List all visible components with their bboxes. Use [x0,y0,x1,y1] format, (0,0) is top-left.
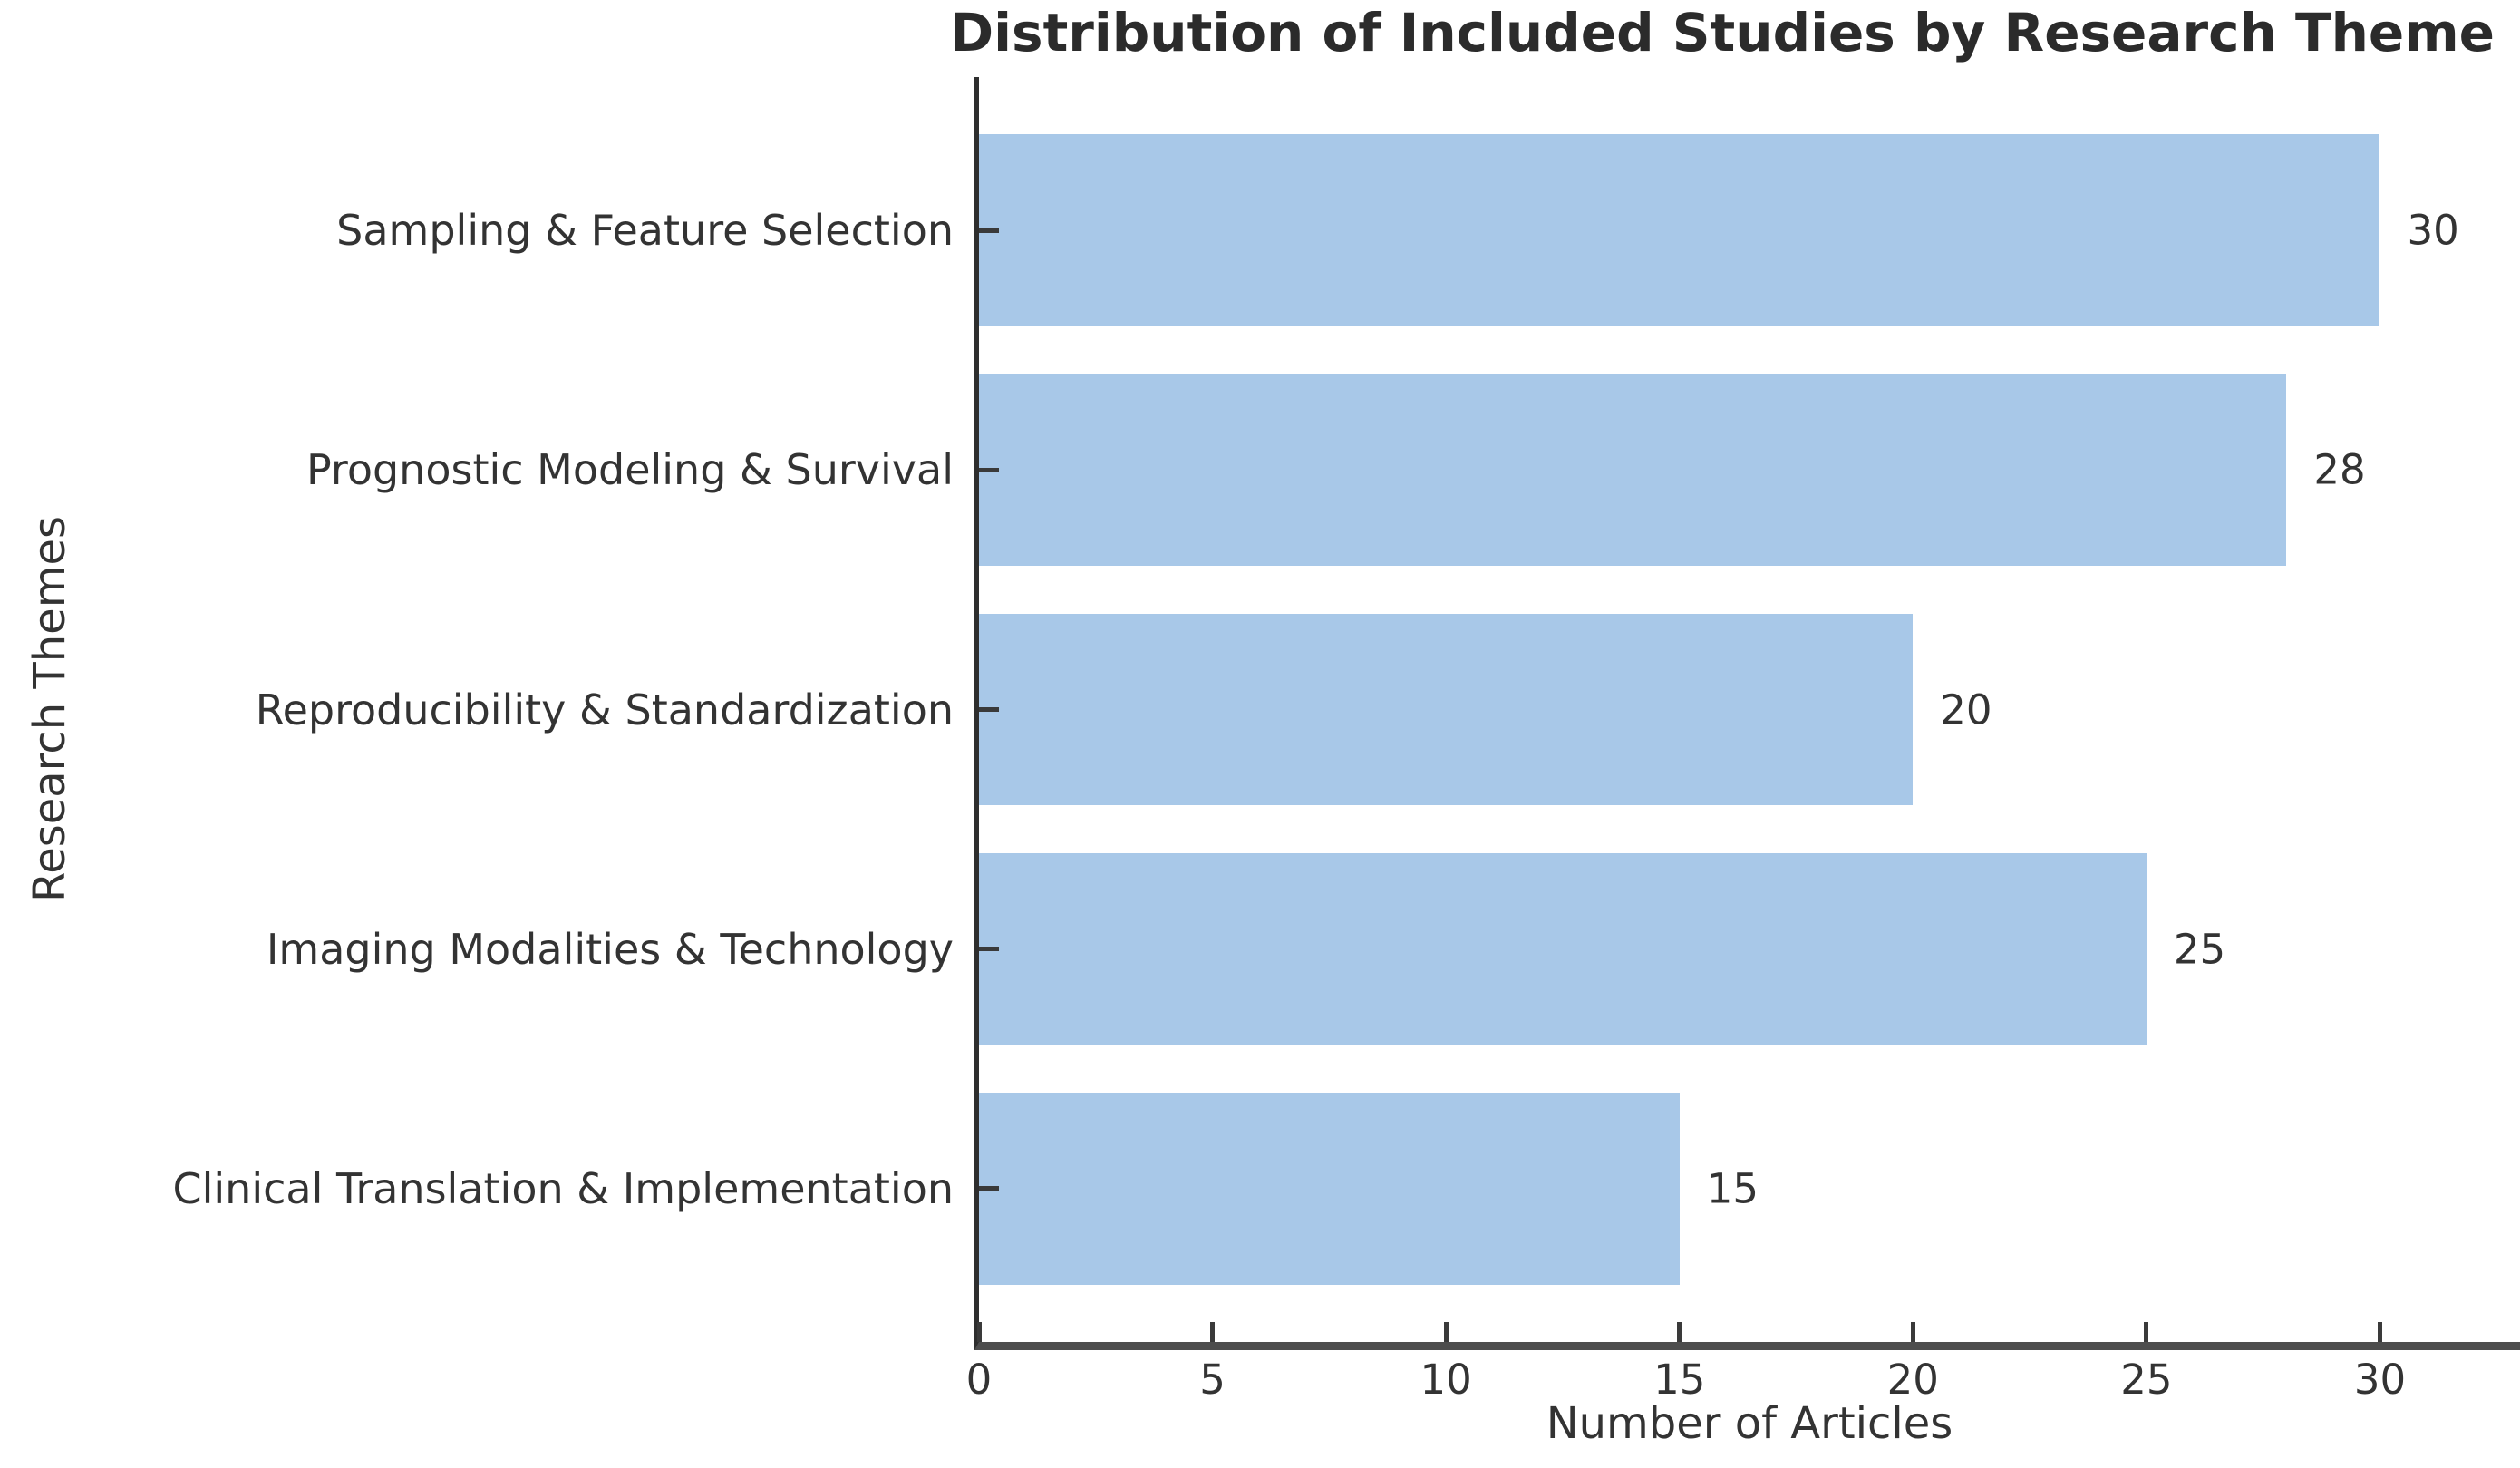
x-tick-label: 5 [1199,1356,1226,1404]
x-tick-label: 30 [2353,1356,2407,1404]
x-tick-mark [976,1322,982,1342]
category-label: Clinical Translation & Implementation [172,1163,954,1213]
category-label: Reproducibility & Standardization [255,685,954,734]
bar [979,1093,1680,1285]
y-tick-mark [979,1186,999,1191]
value-label: 28 [2313,445,2366,494]
y-tick-mark [979,228,999,233]
y-tick-mark [979,947,999,952]
bar [979,134,2380,326]
bar [979,374,2287,566]
plot-area: Number of Articles Sampling & Feature Se… [172,77,2520,1449]
category-label: Prognostic Modeling & Survival [306,445,954,495]
x-tick-label: 20 [1886,1356,1939,1404]
x-tick-label: 25 [2120,1356,2173,1404]
x-tick-mark [1210,1322,1216,1342]
y-tick-mark [979,707,999,712]
bar [979,613,1914,806]
y-axis-label: Research Themes [24,516,75,902]
x-tick-mark [2377,1322,2382,1342]
chart-title: Distribution of Included Studies by Rese… [950,2,2495,63]
value-label: 20 [1940,685,1992,734]
x-axis-label: Number of Articles [1546,1398,1953,1449]
value-label: 30 [2407,206,2459,255]
x-tick-label: 15 [1653,1356,1706,1404]
x-tick-mark [1443,1322,1449,1342]
category-label: Sampling & Feature Selection [336,206,954,256]
x-tick-mark [1677,1322,1682,1342]
value-label: 25 [2173,925,2226,974]
x-tick-mark [1910,1322,1915,1342]
x-tick-label: 0 [965,1356,993,1404]
value-label: 15 [1706,1164,1759,1213]
y-tick-mark [979,467,999,472]
bar [979,853,2147,1045]
x-tick-mark [2144,1322,2149,1342]
category-label: Imaging Modalities & Technology [266,924,954,974]
x-tick-label: 10 [1420,1356,1472,1404]
